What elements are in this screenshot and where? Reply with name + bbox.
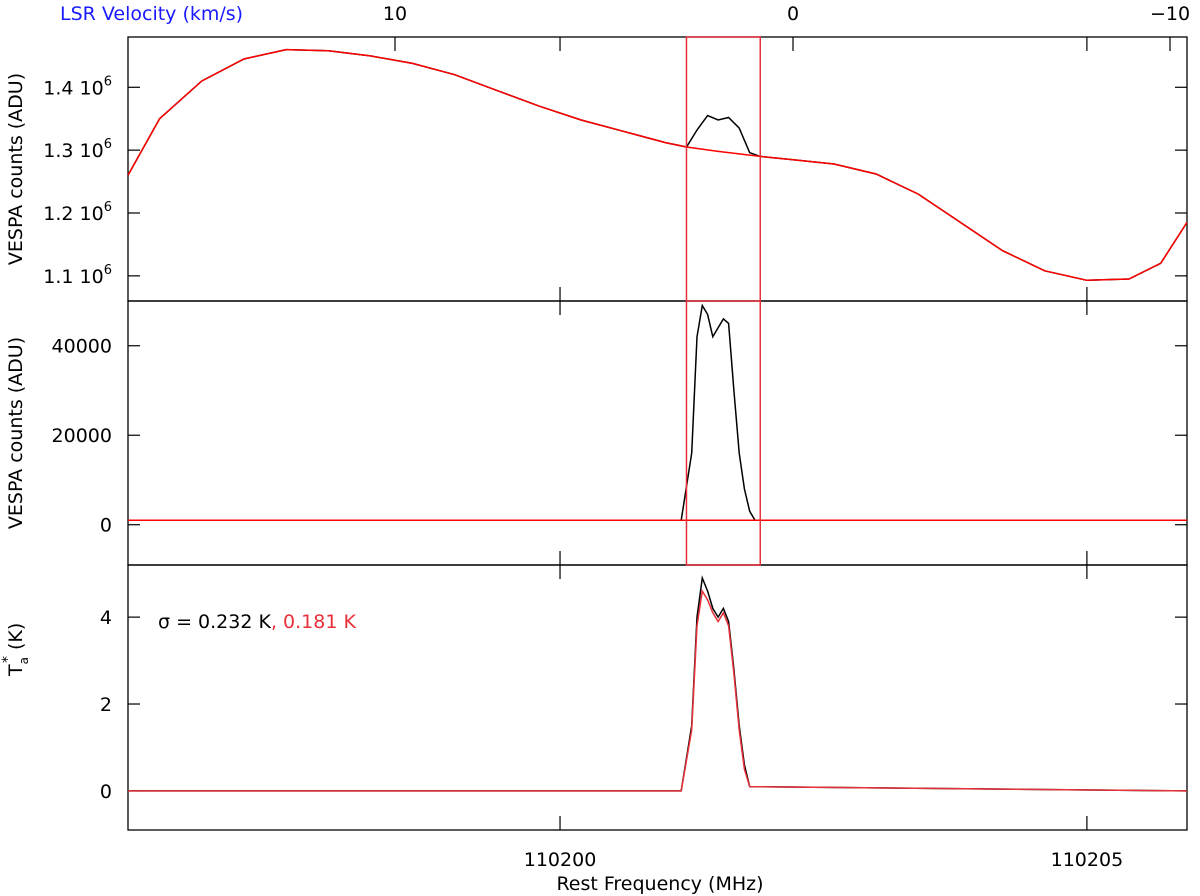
xtick-label-1: 110205 <box>1051 849 1124 871</box>
series-top-0 <box>127 48 1188 282</box>
bottom-ylabel-unit: (K) <box>5 623 27 656</box>
panel-top-ylabel: VESPA counts (ADU) <box>5 73 27 265</box>
xtick-label-0: 110200 <box>524 849 597 871</box>
ytick-label-bottom-0: 0 <box>100 781 112 803</box>
top-axis-label: LSR Velocity (km/s) <box>60 3 243 25</box>
ytick-label-bottom-2: 4 <box>100 607 112 629</box>
series-middle-0 <box>128 303 1187 522</box>
sigma-symbol: σ <box>158 611 170 633</box>
top-axis-tick-labels: 10 0 −10 <box>383 3 1190 51</box>
ytick-label-top-1: 1.3 106 <box>43 137 112 162</box>
ytick-label-top-3: 1.1 106 <box>43 263 112 288</box>
panel-bottom-ylabel: Ta* (K) <box>0 623 31 677</box>
top-tick-label-1: 0 <box>787 3 799 25</box>
panel-middle-frame <box>127 300 1188 566</box>
ytick-label-bottom-1: 2 <box>100 694 112 716</box>
series-top-1 <box>127 48 1188 282</box>
ytick-label-middle-2: 40000 <box>52 336 112 358</box>
panel-bottom-frame <box>127 564 1188 831</box>
spectrum-lines <box>127 36 1188 792</box>
y-axis-ticks: 1.4 106 1.3 106 1.2 106 1.1 106 0 20000 40000 0… <box>43 74 1187 803</box>
bottom-ylabel-sup: * <box>0 656 16 663</box>
panel-middle-ylabel: VESPA counts (ADU) <box>5 337 27 529</box>
top-tick-label-0: 10 <box>383 3 407 25</box>
series-bottom-1 <box>128 588 1188 792</box>
x-axis-label: Rest Frequency (MHz) <box>556 873 763 895</box>
ytick-label-middle-0: 0 <box>100 515 112 537</box>
sigma-value-red: , 0.181 K <box>271 611 357 633</box>
top-tick-label-2: −10 <box>1150 3 1190 25</box>
ytick-label-top-0: 1.4 106 <box>43 74 112 99</box>
sigma-value-black: = 0.232 K <box>170 611 271 633</box>
panel-top-frame <box>127 36 1188 302</box>
bottom-ylabel-sub: a <box>17 657 31 664</box>
sigma-annotation: σ = 0.232 K, 0.181 K <box>158 611 356 633</box>
ytick-label-top-2: 1.2 106 <box>43 200 112 225</box>
x-axis-ticks: 110200 110205 <box>524 37 1123 871</box>
series-bottom-0 <box>128 575 1188 792</box>
bottom-ylabel-base: T <box>5 664 27 677</box>
ytick-label-middle-1: 20000 <box>52 425 112 447</box>
